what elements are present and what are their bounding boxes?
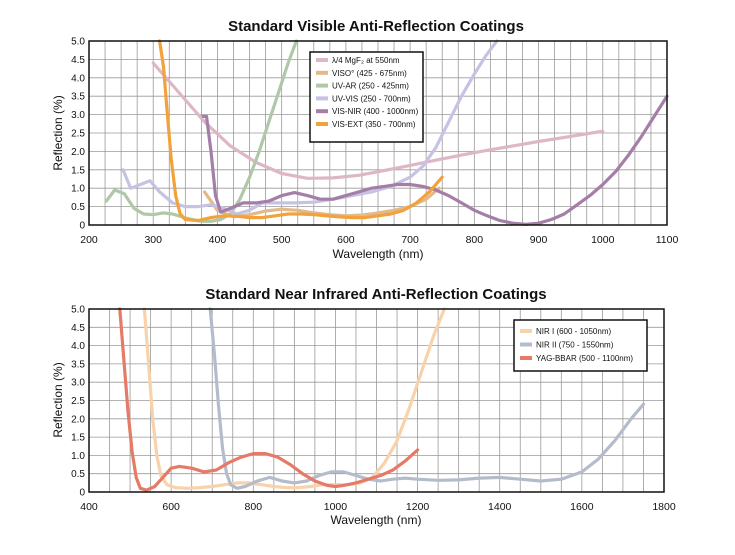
grid <box>89 41 667 225</box>
y-tick-labels: 0 0.5 1.0 1.5 2.0 2.5 3.0 3.5 4.0 4.5 5.0 <box>71 305 85 499</box>
x-tick-label: 1100 <box>656 234 679 246</box>
y-tick-label: 1.5 <box>71 165 85 176</box>
x-tick-label: 800 <box>245 501 263 513</box>
legend-entries: NIR I (600 - 1050nm) NIR II (750 - 1550nm… <box>520 327 633 363</box>
legend-label: NIR I (600 - 1050nm) <box>536 327 611 336</box>
x-axis-label: Wavelength (nm) <box>331 513 422 527</box>
x-tick-label: 300 <box>144 234 162 246</box>
series-lines <box>118 307 646 492</box>
y-tick-label: 2.0 <box>71 147 85 158</box>
x-tick-label: 800 <box>466 234 484 246</box>
x-tick-labels: 200 300 400 500 600 700 800 900 1000 1100 <box>80 234 678 246</box>
y-tick-label: 5.0 <box>71 305 85 316</box>
series-lines <box>104 39 669 226</box>
legend-label: UV-AR (250 - 425nm) <box>332 82 409 91</box>
legend-label: VIS-NIR (400 - 1000nm) <box>332 107 419 116</box>
series-line <box>151 61 605 180</box>
y-tick-label: 0 <box>79 221 85 232</box>
y-tick-label: 4.5 <box>71 323 85 334</box>
y-tick-label: 3.5 <box>71 359 85 370</box>
y-axis-label: Reflection (%) <box>51 362 65 437</box>
y-axis-label: Reflection (%) <box>51 95 65 170</box>
plot-frame <box>88 308 665 493</box>
chart-visible-ar: Standard Visible Anti-Reflection Coating… <box>51 18 678 261</box>
chart-nir-ar: Standard Near Infrared Anti-Reflection C… <box>51 286 676 527</box>
y-tick-label: 5.0 <box>71 37 85 48</box>
legend-label: UV-VIS (250 - 700nm) <box>332 94 411 103</box>
y-tick-label: 1.0 <box>71 184 85 195</box>
x-tick-label: 1400 <box>488 501 512 513</box>
y-tick-label: 2.5 <box>71 129 85 140</box>
x-tick-label: 900 <box>530 234 548 246</box>
series-line <box>158 39 444 223</box>
x-tick-label: 1600 <box>570 501 594 513</box>
x-tick-label: 1000 <box>324 501 348 513</box>
legend-entries: λ/4 MgF₂ at 550nm VISO° (425 - 675nm) UV-A… <box>316 56 419 129</box>
chart-title: Standard Near Infrared Anti-Reflection C… <box>205 286 546 303</box>
legend-label: NIR II (750 - 1550nm) <box>536 341 614 350</box>
x-tick-label: 600 <box>337 234 355 246</box>
x-tick-labels: 400 600 800 1000 1200 1400 1600 1800 <box>80 501 676 513</box>
y-tick-label: 1.5 <box>71 433 85 444</box>
x-axis-label: Wavelength (nm) <box>333 247 424 261</box>
x-tick-label: 200 <box>80 234 98 246</box>
series-line <box>142 307 446 490</box>
legend-label: VIS-EXT (350 - 700nm) <box>332 120 416 129</box>
grid <box>89 309 664 492</box>
series-line <box>118 307 420 492</box>
legend-label: YAG-BBAR (500 - 1100nm) <box>536 354 633 363</box>
y-tick-label: 3.0 <box>71 378 85 389</box>
y-tick-label: 0.5 <box>71 202 85 213</box>
chart-title: Standard Visible Anti-Reflection Coating… <box>228 18 524 35</box>
y-tick-label: 4.0 <box>71 341 85 352</box>
y-tick-label: 0 <box>79 488 85 499</box>
legend-label: λ/4 MgF₂ at 550nm <box>332 56 400 65</box>
y-tick-label: 0.5 <box>71 469 85 480</box>
legend: NIR I (600 - 1050nm) NIR II (750 - 1550nm… <box>513 319 648 372</box>
y-tick-label: 1.0 <box>71 451 85 462</box>
y-tick-label: 2.5 <box>71 396 85 407</box>
x-tick-label: 400 <box>80 501 98 513</box>
legend: λ/4 MgF₂ at 550nm VISO° (425 - 675nm) UV-A… <box>309 51 424 143</box>
legend-label: VISO° (425 - 675nm) <box>332 69 407 78</box>
y-tick-label: 2.0 <box>71 414 85 425</box>
x-tick-label: 500 <box>273 234 291 246</box>
series-line <box>208 307 646 490</box>
x-tick-label: 1800 <box>652 501 676 513</box>
x-tick-label: 1200 <box>406 501 430 513</box>
series-line <box>121 39 499 216</box>
x-tick-label: 400 <box>209 234 227 246</box>
plot-frame <box>88 40 668 226</box>
x-tick-label: 600 <box>162 501 180 513</box>
y-tick-label: 3.5 <box>71 92 85 103</box>
series-line <box>201 94 669 226</box>
y-tick-labels: 0 0.5 1.0 1.5 2.0 2.5 3.0 3.5 4.0 4.5 5.0 <box>71 37 85 232</box>
legend-frame <box>513 319 648 372</box>
y-tick-label: 4.0 <box>71 73 85 84</box>
legend-frame <box>309 51 424 143</box>
y-tick-label: 3.0 <box>71 110 85 121</box>
x-tick-label: 1000 <box>591 234 615 246</box>
y-tick-label: 4.5 <box>71 55 85 66</box>
x-tick-label: 700 <box>401 234 419 246</box>
